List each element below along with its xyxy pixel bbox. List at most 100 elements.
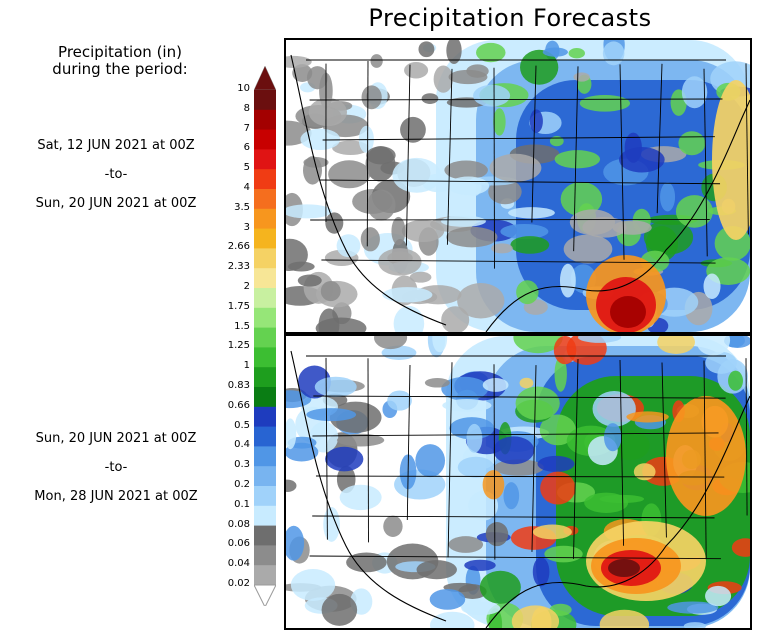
precip-blob xyxy=(519,377,534,389)
precip-blob xyxy=(387,390,412,411)
precip-blob xyxy=(511,605,560,628)
precip-blob xyxy=(577,336,622,343)
scale-tick-label: 0.83 xyxy=(227,380,250,391)
precip-blob xyxy=(573,72,590,82)
period-2-label: Sun, 20 JUN 2021 at 00Z -to- Mon, 28 JUN… xyxy=(0,424,232,511)
precip-blob xyxy=(579,94,631,112)
precip-blob xyxy=(566,336,607,365)
scale-swatch xyxy=(254,446,276,467)
precip-blob xyxy=(493,108,506,136)
precip-blob xyxy=(457,282,505,319)
precip-blob xyxy=(444,160,488,180)
precip-blob xyxy=(303,157,329,168)
period-2-sep: -to- xyxy=(104,460,128,475)
precip-blob xyxy=(728,370,743,391)
precip-blob xyxy=(446,40,462,64)
precip-blob xyxy=(542,47,568,57)
heavy-precip-core xyxy=(666,396,746,516)
precip-blob xyxy=(554,150,601,169)
scale-tick-label: 0.08 xyxy=(227,518,250,530)
precip-blob xyxy=(489,153,542,182)
scale-swatch xyxy=(254,347,276,368)
precip-blob xyxy=(409,271,432,283)
precip-blob xyxy=(643,219,694,255)
precip-blob xyxy=(624,132,642,163)
precip-blob xyxy=(401,219,445,243)
precip-blob xyxy=(346,552,387,573)
precip-blob xyxy=(696,336,731,356)
precip-blob xyxy=(660,182,676,212)
scale-bottom-arrow xyxy=(254,584,276,606)
period-1-sep: -to- xyxy=(104,167,128,182)
scale-tick-label: 0.4 xyxy=(234,439,250,451)
precip-blob xyxy=(378,248,422,276)
precip-blob xyxy=(599,494,645,504)
precip-blob xyxy=(540,471,576,505)
precip-blob xyxy=(544,545,583,563)
precip-blob xyxy=(432,336,448,353)
precip-blob xyxy=(464,559,496,571)
precip-blob xyxy=(306,66,328,90)
precip-blob xyxy=(563,234,613,264)
precip-blob xyxy=(503,482,520,510)
precip-blob xyxy=(320,281,341,302)
precip-blob xyxy=(539,414,576,446)
scale-tick-label: 0.1 xyxy=(234,498,250,510)
precip-blob xyxy=(508,207,555,219)
precip-blob xyxy=(433,65,453,93)
precip-blob xyxy=(286,479,297,492)
scale-tick-label: 1.5 xyxy=(234,320,250,332)
precip-blob xyxy=(494,459,544,476)
precip-blob xyxy=(400,116,426,143)
scale-tick-label: 4 xyxy=(243,182,250,193)
precip-blob xyxy=(466,423,483,453)
scale-tick-label: 0.06 xyxy=(227,538,250,550)
precip-blob xyxy=(308,98,348,127)
precip-blob xyxy=(703,273,721,300)
precip-blob xyxy=(314,376,357,397)
period-2-to: Mon, 28 JUN 2021 at 00Z xyxy=(34,489,198,504)
precip-blob xyxy=(309,421,339,453)
precip-blob xyxy=(416,560,457,580)
precip-blob xyxy=(286,418,297,450)
coastline xyxy=(290,54,750,332)
scale-swatch xyxy=(254,545,276,566)
precip-blob xyxy=(361,85,382,110)
precip-blob xyxy=(415,444,446,478)
heavy-precip-core xyxy=(608,559,640,577)
precip-blob xyxy=(482,378,509,392)
scale-tick-label: 5 xyxy=(243,162,250,174)
scale-swatch xyxy=(254,426,276,447)
precip-blob xyxy=(374,336,408,350)
scale-tick-label: 0.2 xyxy=(234,479,250,490)
precip-blob xyxy=(731,538,750,557)
precip-blob xyxy=(286,204,332,219)
scale-swatch xyxy=(254,109,276,131)
map-panel-period-1 xyxy=(284,38,752,334)
precip-blob xyxy=(516,280,539,305)
precip-blob xyxy=(569,209,616,235)
scale-tick-label: 0.5 xyxy=(234,419,250,431)
precip-blob xyxy=(441,306,470,332)
precip-blob xyxy=(675,195,713,228)
precip-blob xyxy=(321,593,358,626)
precip-blob xyxy=(328,160,371,189)
precip-blob xyxy=(554,356,567,392)
precip-blob xyxy=(553,336,577,365)
precip-blob xyxy=(500,223,549,240)
precip-blob xyxy=(515,386,560,420)
precip-blob xyxy=(318,308,340,332)
precip-blob xyxy=(532,557,550,587)
precip-blob xyxy=(336,433,385,447)
precip-blob xyxy=(367,189,396,221)
period-1-label: Sat, 12 JUN 2021 at 00Z -to- Sun, 20 JUN… xyxy=(0,131,232,218)
scale-tick-label: 1.25 xyxy=(227,340,250,352)
scale-tick-label: 3 xyxy=(243,221,250,233)
scale-swatch xyxy=(254,525,276,546)
legend-title: Precipitation (in) during the period: xyxy=(20,44,220,78)
precip-blob xyxy=(479,570,521,604)
precip-blob xyxy=(529,109,543,133)
precip-blob xyxy=(290,569,336,601)
precip-blob xyxy=(421,93,439,104)
scale-tick-label: 6 xyxy=(243,142,250,154)
